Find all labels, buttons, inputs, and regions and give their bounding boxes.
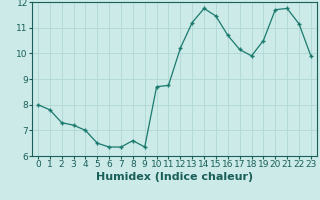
X-axis label: Humidex (Indice chaleur): Humidex (Indice chaleur) (96, 172, 253, 182)
